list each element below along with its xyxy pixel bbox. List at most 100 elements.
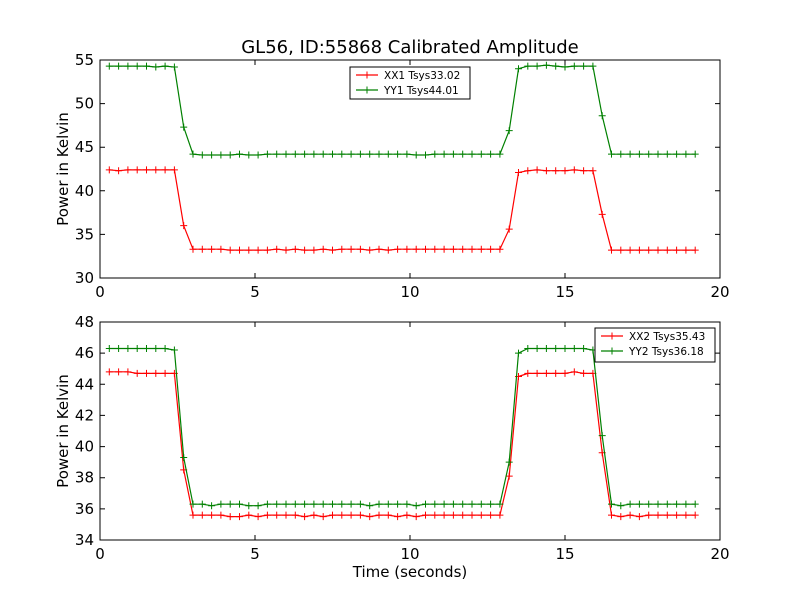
- top-series-2-point: [208, 151, 216, 159]
- bottom-y-tick-label: 38: [75, 469, 94, 487]
- bottom-series-2-point: [161, 344, 169, 352]
- top-y-tick-label: 35: [75, 225, 94, 243]
- bottom-series-2-point: [515, 349, 522, 357]
- top-series-line-2: [109, 64, 696, 156]
- bottom-series-2-point: [422, 500, 429, 508]
- top-series-1-point: [161, 166, 169, 174]
- top-series-1-point: [589, 167, 597, 175]
- bottom-series-2-point: [431, 500, 439, 508]
- bottom-x-axis-label: Time (seconds): [352, 563, 468, 581]
- top-series-2-point: [291, 150, 299, 158]
- bottom-series-1-point: [635, 513, 643, 521]
- bottom-x-tick-label: 0: [95, 545, 105, 563]
- top-series-1-point: [301, 246, 309, 254]
- bottom-legend-marker-1: [608, 332, 616, 340]
- top-y-tick-label: 55: [75, 51, 94, 69]
- top-series-2-point: [645, 150, 653, 158]
- bottom-y-tick-label: 44: [75, 375, 94, 393]
- top-series-1-point: [282, 246, 290, 254]
- top-series-1-point: [635, 246, 643, 254]
- bottom-series-1-point: [422, 511, 429, 519]
- bottom-series-2-point: [598, 432, 606, 440]
- bottom-series-2-point: [663, 500, 671, 508]
- bottom-series-line-2: [109, 347, 696, 507]
- top-y-tick-label: 50: [75, 95, 94, 113]
- bottom-series-2-point: [487, 500, 495, 508]
- bottom-series-1-point: [459, 511, 467, 519]
- bottom-series-2-point: [236, 500, 243, 508]
- bottom-series-2-point: [254, 502, 262, 510]
- top-series-2-point: [105, 62, 113, 70]
- bottom-series-1-point: [208, 511, 216, 519]
- top-series-2-point: [468, 150, 476, 158]
- top-x-tick-label: 20: [710, 283, 729, 301]
- top-series-2-point: [263, 150, 271, 158]
- bottom-series-2-point: [245, 502, 253, 510]
- top-series-2-point: [347, 150, 355, 158]
- bottom-series-1-point: [626, 511, 634, 519]
- bottom-series-2-point: [403, 500, 411, 508]
- bottom-series-1-point: [487, 511, 495, 519]
- bottom-series-2-point: [459, 500, 467, 508]
- bottom-series-2-point: [338, 500, 346, 508]
- top-series-2-point: [422, 151, 429, 159]
- top-series-1-point: [263, 246, 271, 254]
- top-series-2-point: [254, 151, 262, 159]
- bottom-series-1-point: [682, 511, 690, 519]
- top-series-1-point: [403, 245, 411, 253]
- top-series-1-point: [496, 245, 504, 253]
- bottom-series-2-point: [310, 500, 318, 508]
- top-series-1-point: [208, 245, 216, 253]
- bottom-series-2-point: [505, 458, 513, 466]
- bottom-series-1-point: [505, 472, 513, 480]
- top-series-2-point: [626, 150, 634, 158]
- top-x-tick-label: 0: [95, 283, 105, 301]
- top-series-2-point: [161, 62, 169, 70]
- top-series-2-point: [654, 150, 662, 158]
- top-series-1-point: [226, 246, 234, 254]
- bottom-series-1-point: [663, 511, 671, 519]
- top-series-1-point: [319, 245, 327, 253]
- bottom-legend-box: [594, 327, 716, 363]
- top-series-1-point: [273, 245, 281, 253]
- bottom-series-1-point: [133, 369, 141, 377]
- top-y-tick-label: 40: [75, 182, 94, 200]
- top-series-1-point: [617, 246, 625, 254]
- top-series-1-point: [431, 245, 439, 253]
- bottom-series-2-point: [691, 500, 699, 508]
- bottom-series-1-point: [356, 511, 364, 519]
- top-series-1-point: [152, 166, 160, 174]
- top-series-1-point: [552, 167, 560, 175]
- bottom-series-1-point: [654, 511, 662, 519]
- top-series-2-point: [459, 150, 467, 158]
- top-panel: 0 5 10 15 20 30 35 40 45 50 55 Power in Kelvin XX1 T…: [54, 51, 730, 301]
- top-series-1-point: [515, 168, 522, 176]
- bottom-series-2-point: [189, 500, 197, 508]
- bottom-series-1-point: [496, 511, 504, 519]
- top-series-2-point: [440, 150, 448, 158]
- top-series-1-point: [375, 245, 383, 253]
- bottom-y-tick-label: 40: [75, 438, 94, 456]
- top-series-1-point: [394, 245, 402, 253]
- bottom-series-1-point: [440, 511, 448, 519]
- top-series-1-point: [626, 246, 634, 254]
- top-series-1-point: [654, 246, 662, 254]
- top-x-tick-label: 10: [400, 283, 419, 301]
- bottom-series-2-point: [449, 500, 457, 508]
- top-legend-marker-2: [363, 86, 371, 94]
- top-series-2-point: [180, 123, 188, 131]
- top-series-1-point: [524, 167, 532, 175]
- top-series-1-point: [245, 246, 253, 254]
- bottom-series-1-point: [412, 513, 420, 521]
- top-series-2-point: [384, 150, 392, 158]
- chart-title: GL56, ID:55868 Calibrated Amplitude: [241, 37, 579, 58]
- bottom-series-2-point: [143, 344, 150, 352]
- top-series-1-point: [170, 166, 178, 174]
- top-series-2-point: [338, 150, 346, 158]
- top-series-2-point: [152, 63, 160, 71]
- top-series-2-point: [236, 150, 243, 158]
- bottom-x-tick-label: 15: [555, 545, 574, 563]
- bottom-series-1-point: [552, 369, 560, 377]
- top-series-2-point: [673, 150, 681, 158]
